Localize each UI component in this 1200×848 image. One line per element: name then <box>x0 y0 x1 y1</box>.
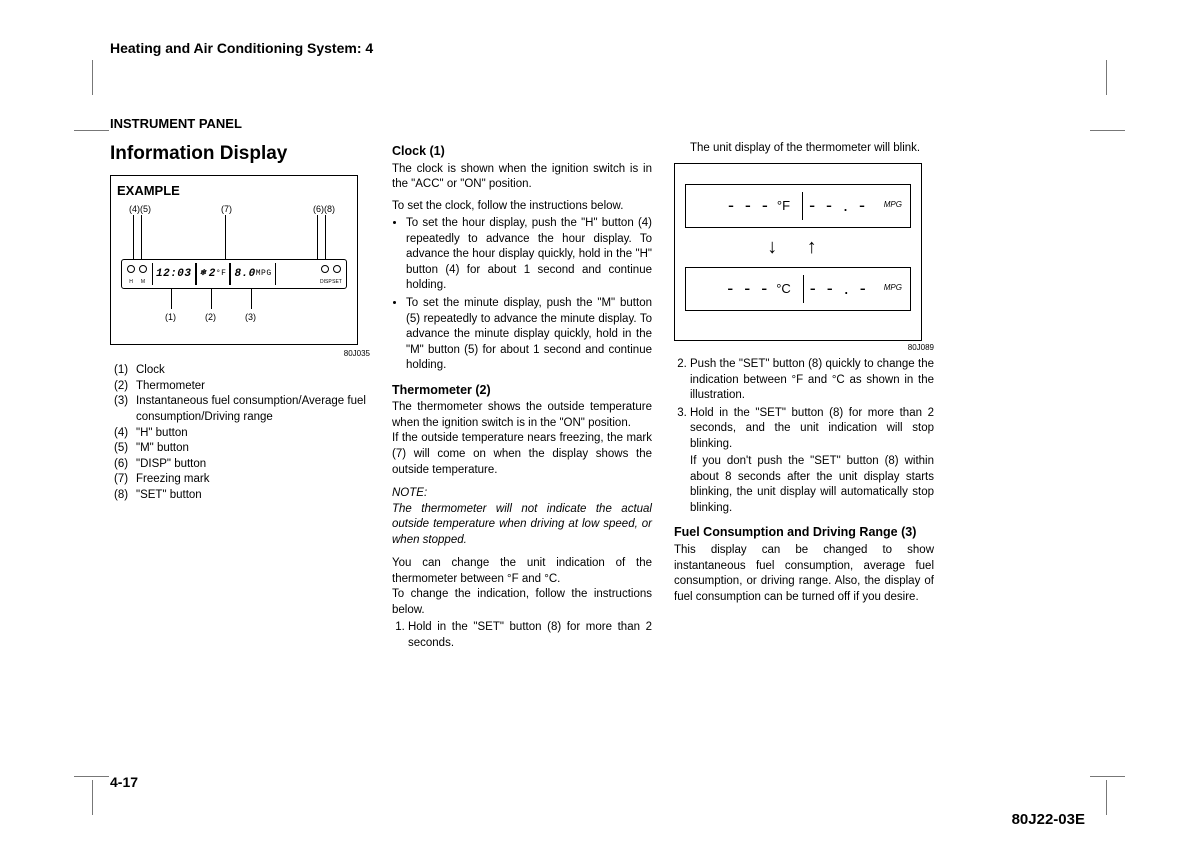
column-2: Clock (1) The clock is shown when the ig… <box>392 141 652 653</box>
section-heading: INSTRUMENT PANEL <box>110 116 1090 131</box>
unit-c: °C <box>776 280 791 298</box>
clock-heading: Clock (1) <box>392 143 652 160</box>
thermo-steps: Hold in the "SET" button (8) for more th… <box>392 620 652 651</box>
thermo-step-3: Hold in the "SET" button (8) for more th… <box>690 406 934 453</box>
legend-item: (8)"SET" button <box>114 488 370 504</box>
legend-item: (4)"H" button <box>114 426 370 442</box>
m-button <box>139 265 147 273</box>
disp-button-label: DISP <box>320 279 330 286</box>
disp-button <box>321 265 329 273</box>
h-button-label: H <box>126 279 136 286</box>
unit-f: °F <box>777 197 790 215</box>
legend-item: (5)"M" button <box>114 441 370 457</box>
thermo-heading: Thermometer (2) <box>392 382 652 399</box>
manual-page: Heating and Air Conditioning System: 4 I… <box>110 40 1090 810</box>
note-label: NOTE: <box>392 486 652 502</box>
thermo-p4: To change the indication, follow the ins… <box>392 587 652 618</box>
document-code: 80J22-03E <box>1012 811 1085 828</box>
lcd-temp: ❄ 2 °F <box>196 263 231 285</box>
fuel-value: 8.0 <box>234 267 255 282</box>
thermo-steps-cont: Push the "SET" button (8) quickly to cha… <box>674 357 934 452</box>
callout-top-2: (7) <box>221 203 232 215</box>
clock-p1: The clock is shown when the ignition swi… <box>392 162 652 193</box>
thermo-p3: You can change the unit indication of th… <box>392 556 652 587</box>
callout-top-3: (6)(8) <box>313 203 335 215</box>
divider-icon <box>803 275 804 303</box>
figure-id-1: 80J035 <box>110 349 370 360</box>
page-title: Information Display <box>110 141 370 167</box>
thermo-figure: - - - °F - - . - MPG ↓ ↑ - - - °C - - . … <box>674 163 922 341</box>
column-3: The unit display of the thermometer will… <box>674 141 934 653</box>
temp-unit: °F <box>216 269 227 280</box>
page-number: 4-17 <box>110 774 138 790</box>
arrows-icon: ↓ ↑ <box>685 234 911 261</box>
dashes-right: - - . - <box>809 193 868 217</box>
legend-item: (2)Thermometer <box>114 379 370 395</box>
callout-bottom-2: (2) <box>205 311 216 323</box>
clock-bullet: To set the hour display, push the "H" bu… <box>406 216 652 294</box>
temp-value: 2 <box>209 267 216 282</box>
callout-bottom-1: (1) <box>165 311 176 323</box>
legend: (1)Clock (2)Thermometer (3)Instantaneous… <box>110 363 370 503</box>
mpg-label: MPG <box>884 200 902 211</box>
clock-bullet: To set the minute display, push the "M" … <box>406 296 652 374</box>
blink-text: The unit display of the thermometer will… <box>674 141 934 157</box>
set-button <box>333 265 341 273</box>
thermo-tail: If you don't push the "SET" button (8) w… <box>674 454 934 516</box>
callout-top-1: (4)(5) <box>129 203 151 215</box>
freeze-mark-icon: ❄ <box>200 269 207 280</box>
thermo-row-f: - - - °F - - . - MPG <box>685 184 911 228</box>
thermo-row-c: - - - °C - - . - MPG <box>685 267 911 311</box>
clock-bullets: To set the hour display, push the "H" bu… <box>392 216 652 373</box>
panel-diagram: (4)(5) (7) (6)(8) H <box>117 203 351 323</box>
callout-bottom-3: (3) <box>245 311 256 323</box>
m-button-label: M <box>138 279 148 286</box>
column-1: Information Display EXAMPLE (4)(5) (7) (… <box>110 141 370 653</box>
thermo-step-1: Hold in the "SET" button (8) for more th… <box>408 620 652 651</box>
content-columns: Information Display EXAMPLE (4)(5) (7) (… <box>110 141 1090 653</box>
figure-id-2: 80J089 <box>674 343 934 354</box>
dashes-left: - - - <box>728 193 771 217</box>
legend-item: (1)Clock <box>114 363 370 379</box>
fuel-body: This display can be changed to show inst… <box>674 543 934 605</box>
legend-item: (6)"DISP" button <box>114 457 370 473</box>
mpg-label: MPG <box>884 283 902 294</box>
dashes-right: - - . - <box>810 276 869 300</box>
note-body: The thermometer will not indicate the ac… <box>392 502 652 549</box>
h-button <box>127 265 135 273</box>
thermo-p1: The thermometer shows the outside temper… <box>392 400 652 431</box>
legend-item: (3)Instantaneous fuel consumption/Averag… <box>114 394 370 425</box>
thermo-step-2: Push the "SET" button (8) quickly to cha… <box>690 357 934 404</box>
divider-icon <box>802 192 803 220</box>
lcd-fuel: 8.0 MPG <box>230 263 275 285</box>
right-buttons: DISP SET <box>316 263 346 285</box>
lcd-clock: 12:03 <box>152 263 196 285</box>
example-figure: EXAMPLE (4)(5) (7) (6)(8) <box>110 175 358 345</box>
clock-p2: To set the clock, follow the instruction… <box>392 199 652 215</box>
fuel-unit: MPG <box>256 269 272 280</box>
breadcrumb: Heating and Air Conditioning System: 4 <box>110 40 1090 56</box>
set-button-label: SET <box>332 279 342 286</box>
fuel-heading: Fuel Consumption and Driving Range (3) <box>674 524 934 541</box>
legend-item: (7)Freezing mark <box>114 472 370 488</box>
instrument-panel: H M 12:03 ❄ 2 °F <box>121 259 347 289</box>
left-buttons: H M <box>122 263 152 285</box>
dashes-left: - - - <box>727 276 770 300</box>
thermo-p2: If the outside temperature nears freezin… <box>392 431 652 478</box>
example-label: EXAMPLE <box>117 182 351 200</box>
